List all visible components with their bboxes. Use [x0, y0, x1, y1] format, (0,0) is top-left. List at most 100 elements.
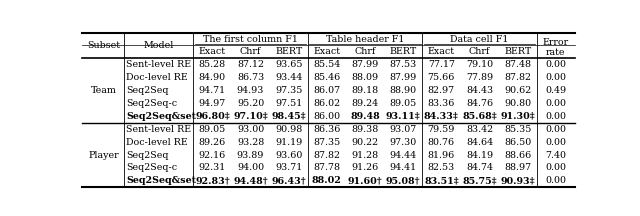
- Text: 89.38: 89.38: [351, 125, 379, 134]
- Text: Subset: Subset: [87, 41, 120, 50]
- Text: 87.35: 87.35: [313, 138, 340, 147]
- Text: 89.48: 89.48: [350, 112, 380, 121]
- Text: 87.82: 87.82: [314, 151, 340, 160]
- Text: 0.00: 0.00: [545, 176, 566, 185]
- Text: 87.82: 87.82: [504, 73, 531, 82]
- Text: 94.44: 94.44: [390, 151, 417, 160]
- Text: 93.71: 93.71: [275, 164, 302, 172]
- Text: 84.19: 84.19: [466, 151, 493, 160]
- Text: Exact: Exact: [314, 47, 340, 56]
- Text: 91.19: 91.19: [275, 138, 302, 147]
- Text: 7.40: 7.40: [545, 151, 566, 160]
- Text: 92.31: 92.31: [199, 164, 226, 172]
- Text: Seq2Seq: Seq2Seq: [126, 86, 169, 95]
- Text: 81.96: 81.96: [428, 151, 455, 160]
- Text: 93.11‡: 93.11‡: [386, 112, 420, 121]
- Text: 94.71: 94.71: [199, 86, 226, 95]
- Text: 91.28: 91.28: [351, 151, 379, 160]
- Text: 91.60†: 91.60†: [348, 176, 382, 185]
- Text: 86.73: 86.73: [237, 73, 264, 82]
- Text: 90.22: 90.22: [351, 138, 379, 147]
- Text: 75.66: 75.66: [428, 73, 455, 82]
- Text: 86.07: 86.07: [314, 86, 340, 95]
- Text: 94.48†: 94.48†: [233, 176, 268, 185]
- Text: 93.28: 93.28: [237, 138, 264, 147]
- Text: 80.76: 80.76: [428, 138, 455, 147]
- Text: 0.00: 0.00: [545, 112, 566, 121]
- Text: 85.54: 85.54: [313, 60, 340, 69]
- Text: 84.43: 84.43: [466, 86, 493, 95]
- Text: Exact: Exact: [199, 47, 226, 56]
- Text: BERT: BERT: [275, 47, 302, 56]
- Text: 88.02: 88.02: [312, 176, 342, 185]
- Text: 89.18: 89.18: [351, 86, 379, 95]
- Text: 84.64: 84.64: [466, 138, 493, 147]
- Text: 94.41: 94.41: [390, 164, 417, 172]
- Text: Chrf: Chrf: [240, 47, 261, 56]
- Text: Table header F1: Table header F1: [326, 35, 404, 43]
- Text: 85.28: 85.28: [199, 60, 226, 69]
- Text: 94.97: 94.97: [199, 99, 226, 108]
- Text: 87.48: 87.48: [504, 60, 531, 69]
- Text: 87.12: 87.12: [237, 60, 264, 69]
- Text: Player: Player: [88, 151, 119, 160]
- Text: 83.42: 83.42: [466, 125, 493, 134]
- Text: 96.80‡: 96.80‡: [195, 112, 230, 121]
- Text: 0.00: 0.00: [545, 73, 566, 82]
- Text: 85.75‡: 85.75‡: [462, 176, 497, 185]
- Text: 82.53: 82.53: [428, 164, 455, 172]
- Text: 77.89: 77.89: [466, 73, 493, 82]
- Text: 93.65: 93.65: [275, 60, 303, 69]
- Text: 96.43†: 96.43†: [271, 176, 306, 185]
- Text: 89.05: 89.05: [199, 125, 226, 134]
- Text: 93.89: 93.89: [237, 151, 264, 160]
- Text: 85.68‡: 85.68‡: [462, 112, 497, 121]
- Text: Exact: Exact: [428, 47, 455, 56]
- Text: Data cell F1: Data cell F1: [451, 35, 509, 43]
- Text: 0.00: 0.00: [545, 60, 566, 69]
- Text: Doc-level RE: Doc-level RE: [126, 73, 188, 82]
- Text: 90.80: 90.80: [504, 99, 531, 108]
- Text: 82.97: 82.97: [428, 86, 455, 95]
- Text: 91.26: 91.26: [351, 164, 379, 172]
- Text: Doc-level RE: Doc-level RE: [126, 138, 188, 147]
- Text: Seq2Seq-c: Seq2Seq-c: [126, 164, 177, 172]
- Text: 93.44: 93.44: [275, 73, 302, 82]
- Text: Sent-level RE: Sent-level RE: [126, 60, 191, 69]
- Text: 85.46: 85.46: [313, 73, 340, 82]
- Text: BERT: BERT: [504, 47, 531, 56]
- Text: 0.00: 0.00: [545, 164, 566, 172]
- Text: 95.20: 95.20: [237, 99, 264, 108]
- Text: 97.10‡: 97.10‡: [233, 112, 268, 121]
- Text: 95.08†: 95.08†: [386, 176, 420, 185]
- Text: Model: Model: [143, 41, 174, 50]
- Text: 98.45‡: 98.45‡: [271, 112, 306, 121]
- Text: 0.00: 0.00: [545, 99, 566, 108]
- Text: Chrf: Chrf: [355, 47, 376, 56]
- Text: 84.33‡: 84.33‡: [424, 112, 459, 121]
- Text: 79.10: 79.10: [466, 60, 493, 69]
- Text: 94.00: 94.00: [237, 164, 264, 172]
- Text: 0.00: 0.00: [545, 125, 566, 134]
- Text: 94.93: 94.93: [237, 86, 264, 95]
- Text: 97.51: 97.51: [275, 99, 302, 108]
- Text: 91.30‡: 91.30‡: [500, 112, 535, 121]
- Text: Team: Team: [90, 86, 116, 95]
- Text: 86.50: 86.50: [504, 138, 531, 147]
- Text: 89.26: 89.26: [199, 138, 226, 147]
- Text: Seq2Seq: Seq2Seq: [126, 151, 169, 160]
- Text: BERT: BERT: [390, 47, 417, 56]
- Text: 88.97: 88.97: [504, 164, 531, 172]
- Text: 97.35: 97.35: [275, 86, 303, 95]
- Text: 87.99: 87.99: [351, 60, 379, 69]
- Text: 90.62: 90.62: [504, 86, 531, 95]
- Text: Error: Error: [543, 38, 569, 47]
- Text: 84.90: 84.90: [199, 73, 226, 82]
- Text: 86.00: 86.00: [314, 112, 340, 121]
- Text: 89.05: 89.05: [390, 99, 417, 108]
- Text: 84.74: 84.74: [466, 164, 493, 172]
- Text: 93.07: 93.07: [390, 125, 417, 134]
- Text: 84.76: 84.76: [466, 99, 493, 108]
- Text: 93.60: 93.60: [275, 151, 303, 160]
- Text: 85.35: 85.35: [504, 125, 531, 134]
